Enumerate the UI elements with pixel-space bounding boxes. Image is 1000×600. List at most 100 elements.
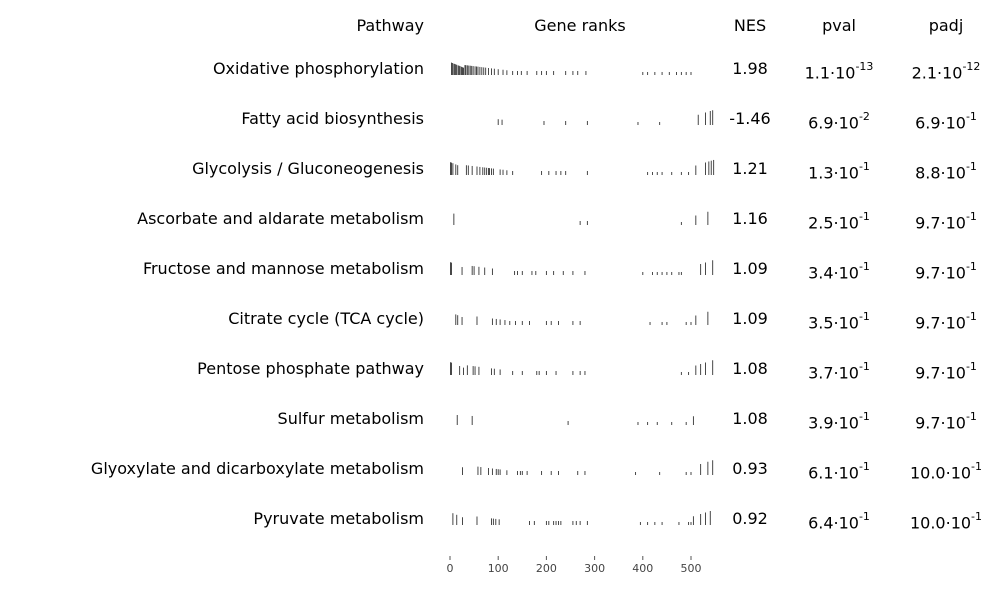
header-padj: padj [928, 16, 964, 35]
pval-value-exponent: -1 [858, 260, 870, 273]
padj-value-mantissa: 9.7·10 [915, 363, 966, 383]
pathway-name: Citrate cycle (TCA cycle) [228, 309, 424, 328]
header-gene-ranks: Gene ranks [534, 16, 626, 35]
pathway-name: Fatty acid biosynthesis [241, 109, 424, 128]
nes-value: 1.09 [732, 259, 768, 279]
pval-value-mantissa: 3.5·10 [808, 313, 859, 333]
padj-value-exponent: -1 [971, 510, 983, 523]
padj-value: 9.7·10-1 [915, 209, 977, 233]
pval-value-exponent: -1 [858, 310, 870, 323]
padj-value-mantissa: 9.7·10 [915, 313, 966, 333]
padj-value-exponent: -12 [962, 60, 981, 73]
padj-value-mantissa: 9.7·10 [915, 413, 966, 433]
padj-value: 6.9·10-1 [915, 109, 977, 133]
pval-value-mantissa: 6.1·10 [808, 463, 859, 483]
nes-value: 1.98 [732, 59, 768, 79]
nes-value: 1.08 [732, 409, 768, 429]
header-pathway: Pathway [356, 16, 424, 35]
padj-value: 8.8·10-1 [915, 159, 977, 183]
pval-value-mantissa: 6.9·10 [808, 113, 859, 133]
pval-value: 6.9·10-2 [808, 109, 870, 133]
nes-value: -1.46 [729, 109, 770, 129]
header-pval: pval [822, 16, 856, 35]
padj-value: 9.7·10-1 [915, 259, 977, 283]
pval-value-exponent: -1 [858, 360, 870, 373]
pval-value-exponent: -13 [855, 60, 874, 73]
pval-value: 3.5·10-1 [808, 309, 870, 333]
pval-value: 3.7·10-1 [808, 359, 870, 383]
pathway-name: Pyruvate metabolism [253, 509, 424, 528]
pathway-name: Fructose and mannose metabolism [142, 259, 424, 278]
pval-value: 2.5·10-1 [808, 209, 870, 233]
x-tick-label: 200 [536, 562, 557, 575]
padj-value-mantissa: 6.9·10 [915, 113, 966, 133]
pval-value-mantissa: 6.4·10 [808, 513, 859, 533]
nes-value-mantissa: 1.08 [732, 359, 768, 378]
pathway-name: Pentose phosphate pathway [197, 359, 424, 378]
nes-value-mantissa: 1.21 [732, 159, 768, 178]
nes-value: 0.93 [732, 459, 768, 479]
nes-value-mantissa: -1.46 [729, 109, 771, 128]
rank-marks-layer [450, 62, 715, 525]
pval-value-mantissa: 3.7·10 [808, 363, 859, 383]
pval-value-mantissa: 3.9·10 [808, 413, 859, 433]
padj-value-mantissa: 9.7·10 [915, 213, 966, 233]
x-tick-label: 500 [681, 562, 702, 575]
nes-value-mantissa: 1.16 [732, 209, 768, 228]
nes-value: 1.09 [732, 309, 768, 329]
pval-value-mantissa: 1.3·10 [808, 163, 859, 183]
header-nes: NES [733, 16, 767, 35]
pval-value-mantissa: 1.1·10 [804, 63, 856, 83]
pval-value-exponent: -2 [858, 110, 870, 123]
padj-value-exponent: -1 [965, 310, 977, 323]
pathway-name: Glyoxylate and dicarboxylate metabolism [90, 459, 424, 478]
pval-value-mantissa: 3.4·10 [808, 263, 859, 283]
padj-value-mantissa: 8.8·10 [915, 163, 966, 183]
pval-value-exponent: -1 [858, 460, 870, 473]
pval-value: 3.4·10-1 [808, 259, 870, 283]
nes-value: 1.08 [732, 359, 768, 379]
pathway-name: Sulfur metabolism [277, 409, 424, 428]
nes-value-mantissa: 1.08 [732, 409, 768, 428]
pval-value-exponent: -1 [858, 160, 870, 173]
padj-value-exponent: -1 [965, 360, 977, 373]
padj-value-exponent: -1 [965, 110, 977, 123]
padj-value: 10.0·10-1 [910, 509, 982, 533]
padj-value: 9.7·10-1 [915, 309, 977, 333]
padj-value: 9.7·10-1 [915, 409, 977, 433]
pval-value-mantissa: 2.5·10 [808, 213, 859, 233]
nes-value-mantissa: 1.98 [732, 59, 768, 78]
x-tick-label: 300 [584, 562, 605, 575]
nes-value-mantissa: 1.09 [732, 259, 768, 278]
nes-value: 1.21 [732, 159, 768, 179]
pathway-name: Glycolysis / Gluconeogenesis [192, 159, 424, 178]
pval-value-exponent: -1 [858, 510, 870, 523]
x-tick-label: 100 [488, 562, 509, 575]
nes-value-mantissa: 0.92 [732, 509, 768, 528]
padj-value: 9.7·10-1 [915, 359, 977, 383]
padj-value-mantissa: 2.1·10 [911, 63, 963, 83]
nes-value-mantissa: 1.09 [732, 309, 768, 328]
x-tick-label: 400 [632, 562, 653, 575]
padj-value-exponent: -1 [965, 210, 977, 223]
pval-value-exponent: -1 [858, 410, 870, 423]
padj-value-exponent: -1 [965, 260, 977, 273]
x-axis: 0 100 200 300 400 500 [447, 556, 702, 575]
pval-value: 1.1·10-13 [805, 59, 874, 83]
nes-value: 1.16 [732, 209, 768, 229]
pathway-name: Oxidative phosphorylation [212, 59, 424, 78]
padj-value-mantissa: 10.0·10 [909, 513, 972, 533]
padj-value: 10.0·10-1 [910, 459, 982, 483]
padj-value: 2.1·10-12 [912, 59, 981, 83]
pathway-name: Ascorbate and aldarate metabolism [137, 209, 424, 228]
padj-value-mantissa: 10.0·10 [909, 463, 972, 483]
padj-value-exponent: -1 [965, 410, 977, 423]
padj-value-exponent: -1 [971, 460, 983, 473]
pval-value: 6.4·10-1 [808, 509, 870, 533]
nes-value: 0.92 [732, 509, 768, 529]
pval-value: 3.9·10-1 [808, 409, 870, 433]
padj-value-mantissa: 9.7·10 [915, 263, 966, 283]
nes-value-mantissa: 0.93 [732, 459, 768, 478]
padj-value-exponent: -1 [965, 160, 977, 173]
